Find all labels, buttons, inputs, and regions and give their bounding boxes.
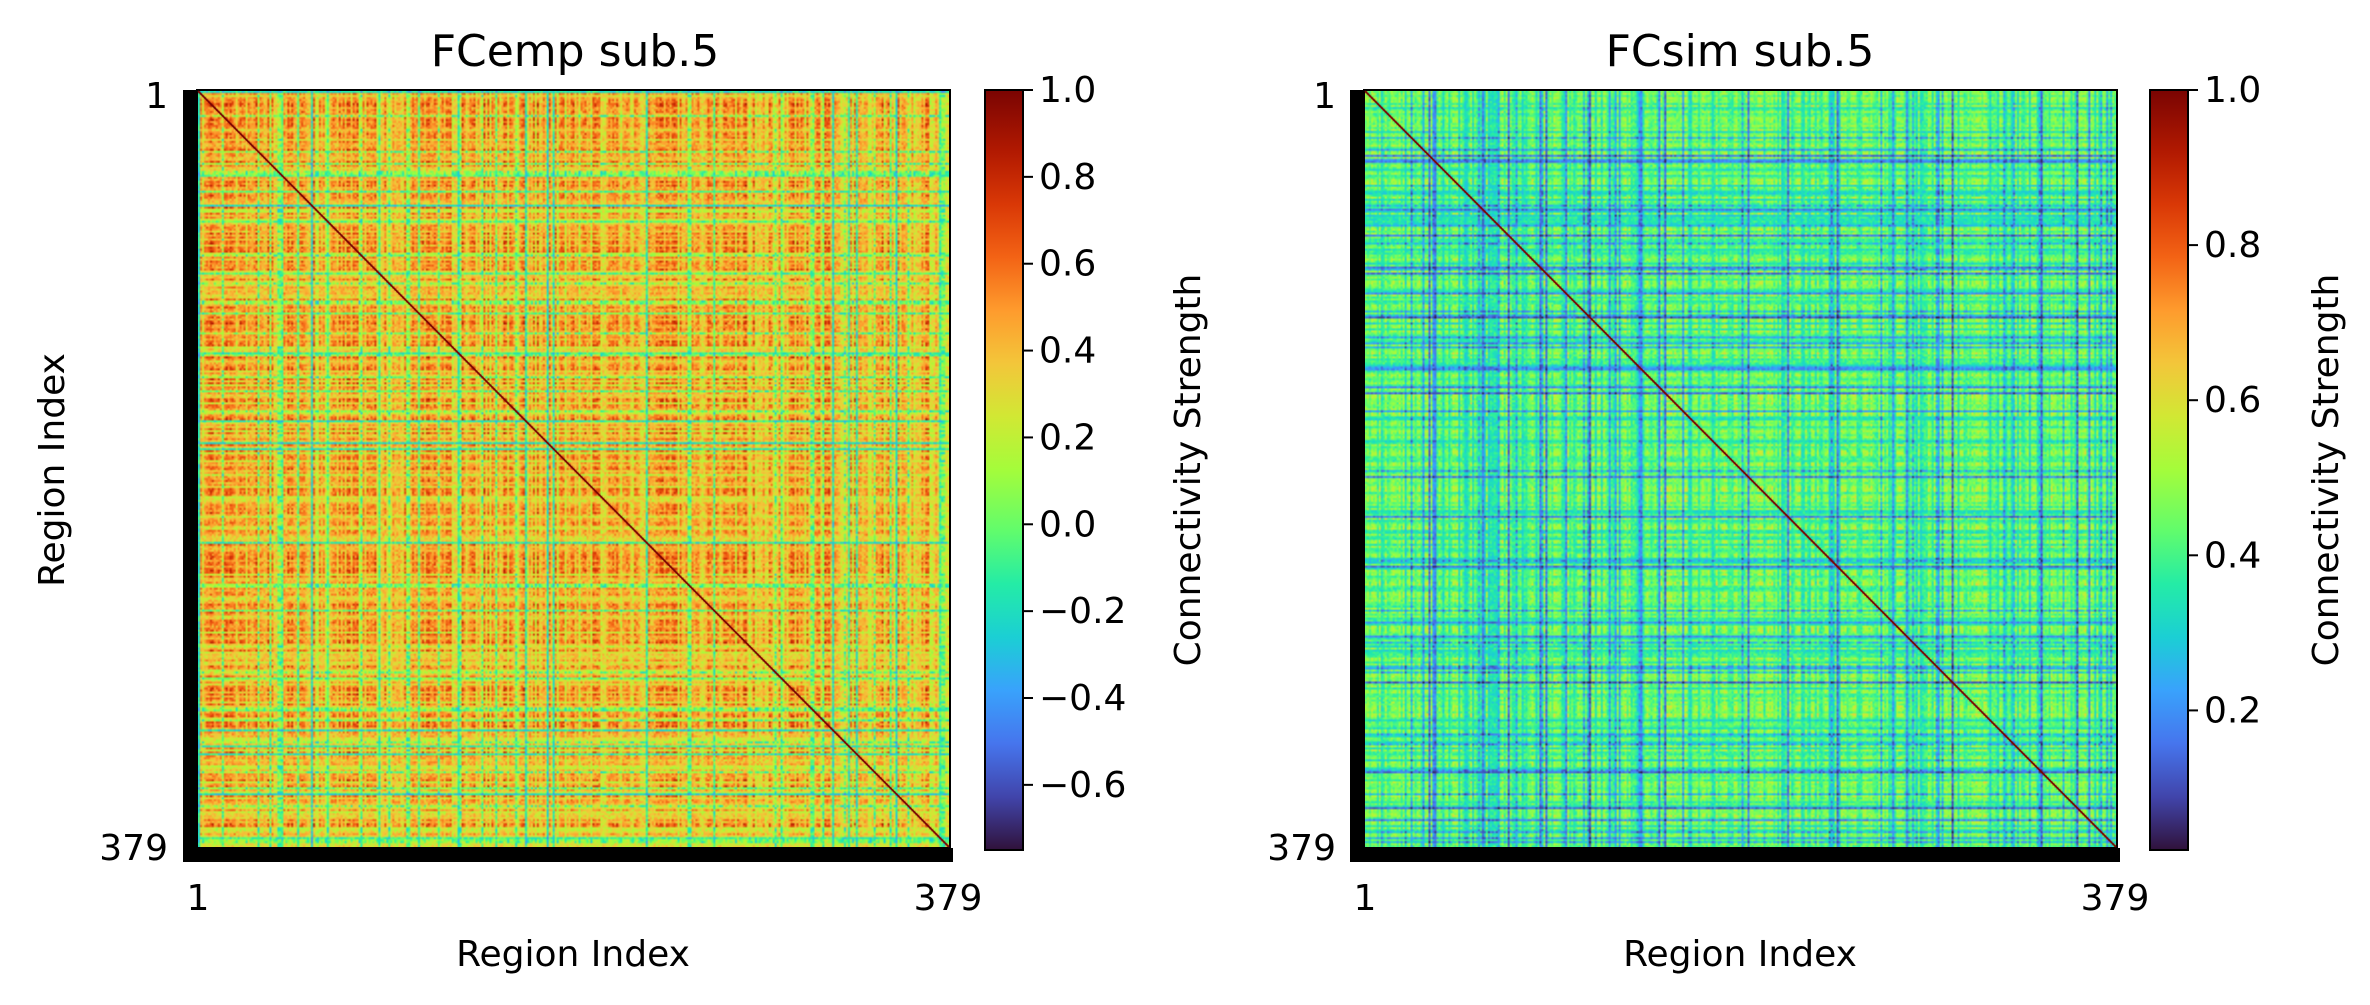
y-tick-fcemp-1: 1 (145, 76, 168, 117)
colorbar-tick-label: 0.2 (2204, 690, 2261, 731)
diagonal-fcsim (1364, 90, 2117, 848)
colorbar-tick-label: 1.0 (2204, 70, 2261, 111)
panel-fcemp: FCemp sub.5 1 379 1 379 Region Index Reg… (32, 26, 1209, 975)
chart-title-fcemp: FCemp sub.5 (431, 26, 720, 77)
colorbar-tick-label: 0.8 (1039, 157, 1096, 198)
x-tick-fcemp-1: 1 (187, 878, 210, 919)
chart-title-fcsim: FCsim sub.5 (1606, 26, 1875, 77)
colorbar-ticks-fcemp: 1.0 0.8 0.6 0.4 0.2 0.0 −0.2 −0.4 −0.6 (1023, 70, 1126, 806)
y-tick-fcsim-379: 379 (1267, 828, 1336, 869)
x-tick-fcsim-1: 1 (1354, 878, 1377, 919)
colorbar-tick-label: −0.6 (1039, 765, 1126, 806)
y-tick-fcsim-1: 1 (1313, 76, 1336, 117)
colorbar-tick-label: 0.0 (1039, 504, 1096, 545)
panel-fcsim: FCsim sub.5 1 379 1 379 Region Index 1.0… (1267, 26, 2347, 975)
x-axis-spine-fcemp (183, 848, 953, 862)
colorbar-tick-label: 0.4 (2204, 535, 2261, 576)
colorbar-label-fcsim: Connectivity Strength (2306, 274, 2347, 667)
colorbar-tick-label: 0.6 (1039, 244, 1096, 285)
colorbar-tick-label: −0.4 (1039, 678, 1126, 719)
x-tick-fcemp-379: 379 (914, 878, 983, 919)
y-axis-spine-fcsim (1350, 90, 1364, 850)
colorbar-fcemp (984, 89, 1024, 851)
colorbar-tick-label: 1.0 (1039, 70, 1096, 111)
colorbar-ticks-fcsim: 1.0 0.8 0.6 0.4 0.2 (2188, 70, 2261, 731)
x-tick-fcsim-379: 379 (2081, 878, 2150, 919)
colorbar-tick-label: 0.8 (2204, 225, 2261, 266)
x-axis-label-fcsim: Region Index (1623, 934, 1857, 975)
diagonal-fcemp (197, 90, 950, 848)
y-axis-spine-fcemp (183, 90, 197, 850)
colorbar-tick-label: 0.2 (1039, 417, 1096, 458)
colorbar-tick-label: 0.4 (1039, 331, 1096, 372)
x-axis-label-fcemp: Region Index (456, 934, 690, 975)
y-axis-label-fcemp: Region Index (32, 353, 73, 587)
colorbar-fcsim (2149, 89, 2189, 851)
colorbar-label-fcemp: Connectivity Strength (1168, 274, 1209, 667)
y-tick-fcemp-379: 379 (99, 828, 168, 869)
colorbar-tick-label: 0.6 (2204, 380, 2261, 421)
colorbar-tick-label: −0.2 (1039, 591, 1126, 632)
x-axis-spine-fcsim (1350, 848, 2120, 862)
